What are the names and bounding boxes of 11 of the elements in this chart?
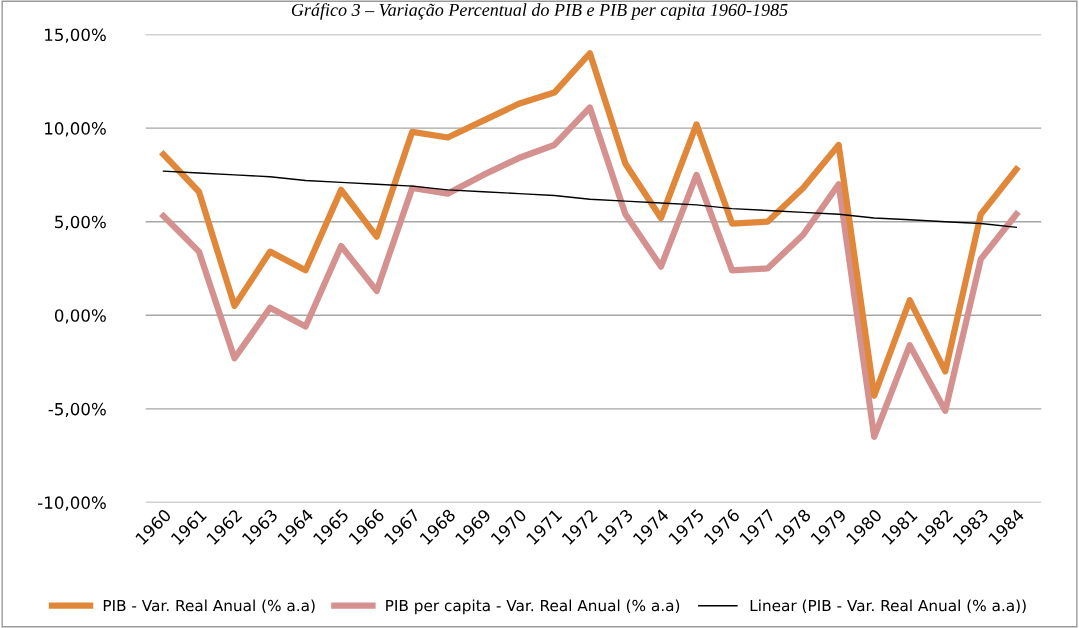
legend-label: PIB per capita - Var. Real Anual (% a.a) [386,599,680,615]
y-tick-label: 5,00% [55,215,106,230]
y-tick-label: 10,00% [45,122,106,137]
legend-label: Linear (PIB - Var. Real Anual (% a.a)) [750,599,1026,614]
y-tick-label: -5,00% [48,402,106,418]
y-tick-label: 0,00% [54,309,106,324]
y-tick-label: -10,00% [38,496,106,511]
chart-title: Gráfico 3 – Variação Percentual do PIB e PIB per capita 1960-1985 [291,3,788,20]
legend-label: PIB - Var. Real Anual (% a.a) [103,599,315,614]
y-tick-label: 15,00% [45,28,106,43]
line-series [162,170,1018,228]
